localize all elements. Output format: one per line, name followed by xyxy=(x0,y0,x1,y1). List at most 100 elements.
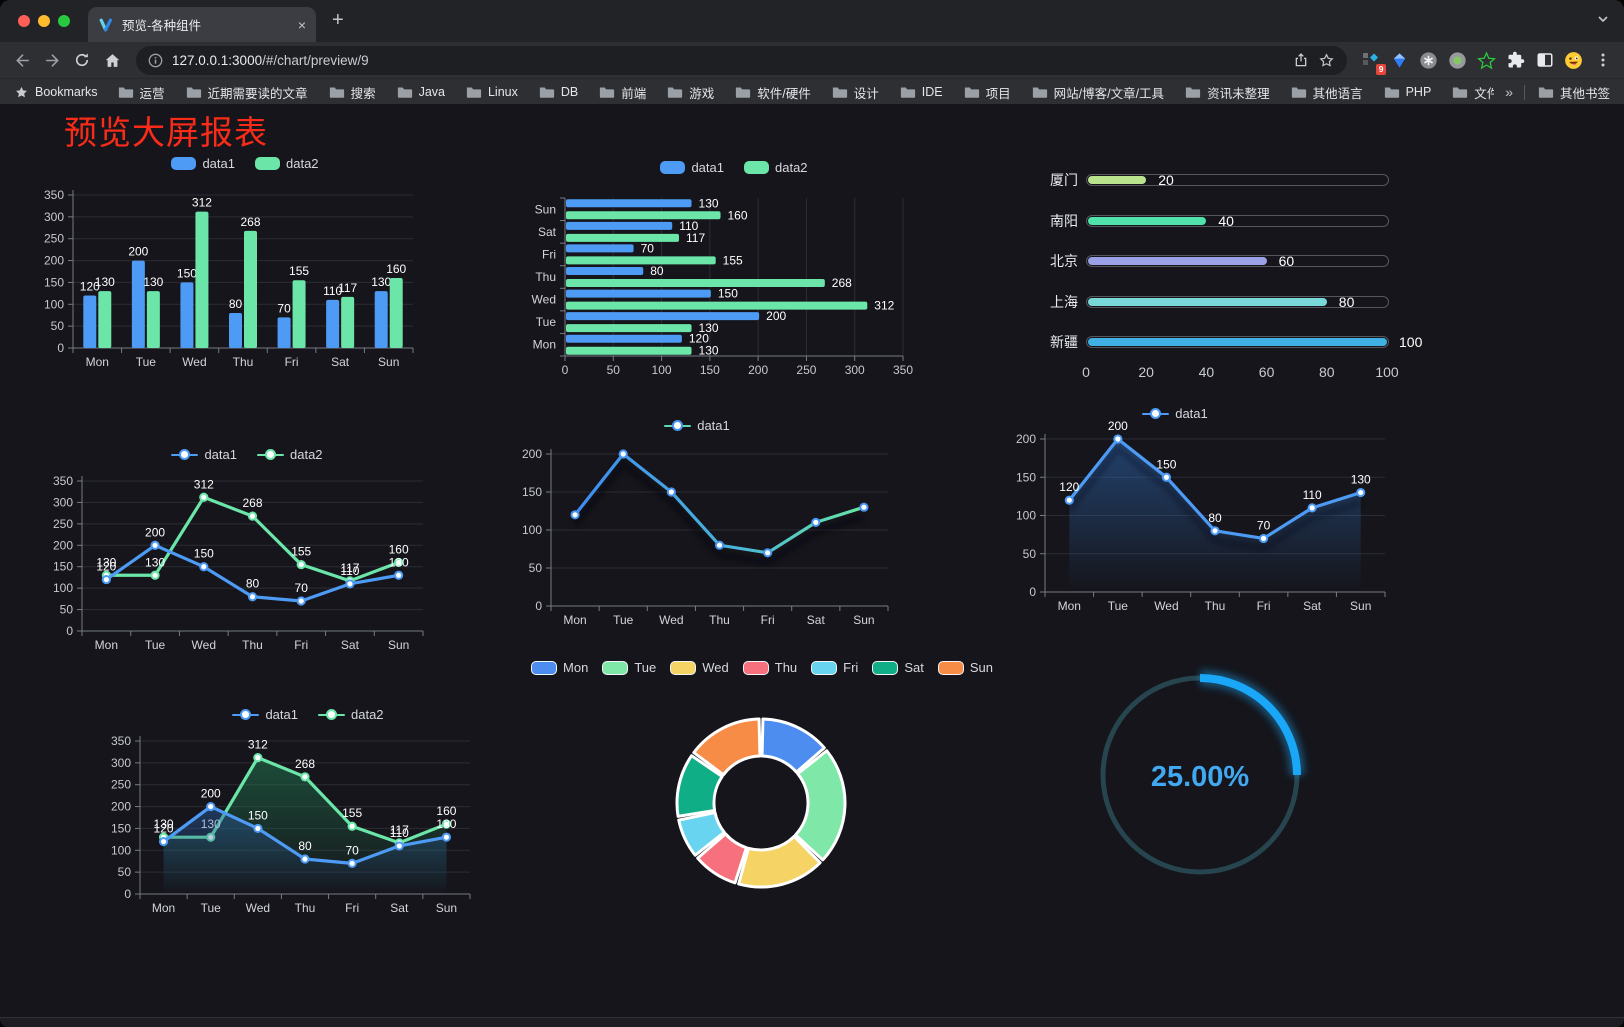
extension-emoji-face-icon[interactable] xyxy=(1560,47,1587,73)
forward-button[interactable] xyxy=(38,46,66,74)
legend-item[interactable]: Thu xyxy=(742,660,797,675)
legend-item[interactable]: data2 xyxy=(255,156,319,171)
bookmark-folder[interactable]: 其他语言 xyxy=(1291,83,1363,102)
bookmark-folders: 运营 近期需要读的文章 搜索 Java Linux DB 前端 游戏 软件/硬件 设计 IDE 项目 网… xyxy=(118,83,1494,102)
dual-line-canvas[interactable]: 0 50 100 150 200 250 300 350 Mon Tue Wed Thu Fri Sat S… xyxy=(30,425,450,665)
bookmark-folder[interactable]: 游戏 xyxy=(667,83,714,102)
chart-gradient-line[interactable]: data1 0 50 100 150 200 Mon Tue Wed Thu Fri Sat Sun xyxy=(500,400,900,635)
area-line-canvas[interactable]: 0 50 100 150 200 Mon Tue Wed Thu Fri Sat Sun 120 200 1… xyxy=(985,388,1405,623)
legend-item[interactable]: data1 xyxy=(664,418,730,433)
capsule-row[interactable]: 北京 60 xyxy=(1040,249,1440,273)
capsule-value: 60 xyxy=(1278,253,1295,269)
minimize-window-button[interactable] xyxy=(38,15,50,27)
site-info-icon[interactable] xyxy=(148,53,163,68)
donut-canvas[interactable] xyxy=(640,682,890,932)
extension-green-dot-circle-icon[interactable] xyxy=(1444,47,1471,73)
bookmark-folder[interactable]: 项目 xyxy=(964,83,1011,102)
capsule-fill xyxy=(1088,216,1207,225)
legend-item[interactable]: Wed xyxy=(670,660,729,675)
bookmark-folder[interactable]: 网站/博客/文章/工具 xyxy=(1032,83,1164,102)
svg-text:Fri: Fri xyxy=(761,613,775,627)
bookmark-folder[interactable]: IDE xyxy=(900,83,943,102)
chart-dual-line[interactable]: data1 data2 0 50 100 150 200 250 300 350 Mon Tue We… xyxy=(30,425,450,665)
bookmark-folder[interactable]: 前端 xyxy=(599,83,646,102)
bookmark-folder[interactable]: 搜索 xyxy=(329,83,376,102)
back-button[interactable] xyxy=(8,46,36,74)
bookmark-folder[interactable]: 文件服务器 xyxy=(1452,83,1494,102)
extension-split-square-icon[interactable] xyxy=(1531,47,1558,73)
bookmark-folder[interactable]: Java xyxy=(397,83,445,102)
dashboard-content: 预览大屏报表 data1 data2 0 50 100 150 200 250 300 350 M… xyxy=(0,104,1624,1027)
legend-item[interactable]: data1 xyxy=(171,156,235,171)
menu-kebab-icon[interactable] xyxy=(1589,47,1616,73)
bookmark-folder[interactable]: 设计 xyxy=(832,83,879,102)
close-window-button[interactable] xyxy=(18,15,30,27)
legend-item[interactable]: data1 xyxy=(232,707,298,722)
extension-proxy-grid-icon[interactable]: 9 xyxy=(1357,47,1386,75)
gauge-canvas[interactable]: 25.00% xyxy=(1080,655,1320,895)
horizontal-bar-canvas[interactable]: 0 50 100 150 200 250 300 350 Mon Tue Wed Thu Fri Sat S… xyxy=(505,150,915,380)
svg-text:250: 250 xyxy=(796,363,816,377)
capsule-fill xyxy=(1088,297,1327,306)
tab-close-icon[interactable]: × xyxy=(297,16,306,33)
bookmarks-star[interactable]: Bookmarks xyxy=(14,85,98,100)
dual-area-line-canvas[interactable]: 0 50 100 150 200 250 300 350 Mon Tue Wed Thu Fri Sat S… xyxy=(95,685,495,925)
chart-donut[interactable]: Mon Tue Wed Thu Fri Sat Sun xyxy=(531,660,993,1027)
legend-item[interactable]: Sun xyxy=(937,660,993,675)
other-bookmarks-folder[interactable]: 其他书签 xyxy=(1538,83,1610,102)
bookmark-folder[interactable]: PHP xyxy=(1384,83,1431,102)
capsule-row[interactable]: 新疆 100 xyxy=(1040,330,1440,354)
legend-item[interactable]: data1 xyxy=(1142,406,1208,421)
reload-button[interactable] xyxy=(68,46,96,74)
bookmark-folder[interactable]: 资讯未整理 xyxy=(1185,83,1270,102)
extension-blue-gem-icon[interactable] xyxy=(1386,47,1413,73)
chart-gauge[interactable]: 25.00% xyxy=(1080,655,1320,895)
chart-horizontal-bar[interactable]: data1 data2 0 50 100 150 200 250 300 350 Mon Tue We… xyxy=(505,150,915,380)
bookmark-folder[interactable]: DB xyxy=(539,83,578,102)
bookmark-folder-label: 搜索 xyxy=(350,86,376,101)
chart-grouped-bar[interactable]: data1 data2 0 50 100 150 200 250 300 350 Mon Tue We… xyxy=(30,150,430,375)
zoom-window-button[interactable] xyxy=(58,15,70,27)
chevron-down-icon[interactable] xyxy=(1596,12,1610,31)
legend-item[interactable]: data1 xyxy=(660,160,724,175)
legend-item[interactable]: Tue xyxy=(602,660,656,675)
bookmark-folder-label: 运营 xyxy=(139,86,165,101)
capsule-row[interactable]: 南阳 40 xyxy=(1040,209,1440,233)
capsule-row[interactable]: 上海 80 xyxy=(1040,290,1440,314)
legend-item[interactable]: data2 xyxy=(318,707,384,722)
browser-tab[interactable]: 预览-各种组件 × xyxy=(88,7,316,42)
url-bar[interactable]: 127.0.0.1:3000/#/chart/preview/9 xyxy=(136,45,1347,75)
svg-text:350: 350 xyxy=(893,363,913,377)
bookmark-folder[interactable]: Linux xyxy=(466,83,518,102)
extension-green-star-icon[interactable] xyxy=(1473,47,1500,73)
chart-area-line[interactable]: data1 0 50 100 150 200 Mon Tue Wed Thu Fri Sat Sun 1… xyxy=(985,388,1405,623)
grouped-bar-canvas[interactable]: 0 50 100 150 200 250 300 350 Mon Tue Wed Thu Fri Sat S… xyxy=(30,150,430,375)
bookmarks-separator xyxy=(1524,84,1525,100)
bookmark-folder[interactable]: 软件/硬件 xyxy=(735,83,811,102)
svg-text:Mon: Mon xyxy=(563,613,586,627)
svg-text:150: 150 xyxy=(522,485,542,499)
legend-item[interactable]: Sat xyxy=(872,660,924,675)
bookmark-folder[interactable]: 运营 xyxy=(118,83,165,102)
bookmarks-overflow-chevron[interactable]: » xyxy=(1505,84,1514,100)
legend-item[interactable]: data2 xyxy=(744,160,808,175)
bookmark-page-star-icon[interactable] xyxy=(1318,52,1335,69)
legend-item[interactable]: Mon xyxy=(531,660,588,675)
share-icon[interactable] xyxy=(1293,52,1309,68)
legend-item[interactable]: data1 xyxy=(171,447,237,462)
new-tab-button[interactable]: + xyxy=(332,9,344,31)
svg-text:Sat: Sat xyxy=(1303,599,1322,613)
bookmark-folder[interactable]: 近期需要读的文章 xyxy=(186,83,308,102)
chart-dual-area-line[interactable]: data1 data2 0 50 100 150 200 250 300 350 Mon Tue We… xyxy=(95,685,495,925)
bookmark-folder-label: 游戏 xyxy=(689,86,715,101)
chart-capsule-progress[interactable]: 厦门 20 南阳 40 北京 60 上海 80 新疆 100 0 20 40 60 80 100 xyxy=(1040,160,1440,400)
legend-swatch xyxy=(171,157,197,170)
legend-item[interactable]: Fri xyxy=(811,660,858,675)
svg-text:80: 80 xyxy=(246,577,260,591)
gradient-line-canvas[interactable]: 0 50 100 150 200 Mon Tue Wed Thu Fri Sat Sun xyxy=(500,400,900,635)
extension-puzzle-icon[interactable] xyxy=(1502,47,1529,73)
extension-asterisk-circle-icon[interactable] xyxy=(1415,47,1442,73)
home-button[interactable] xyxy=(98,46,126,74)
capsule-row[interactable]: 厦门 20 xyxy=(1040,168,1440,192)
legend-item[interactable]: data2 xyxy=(257,447,323,462)
